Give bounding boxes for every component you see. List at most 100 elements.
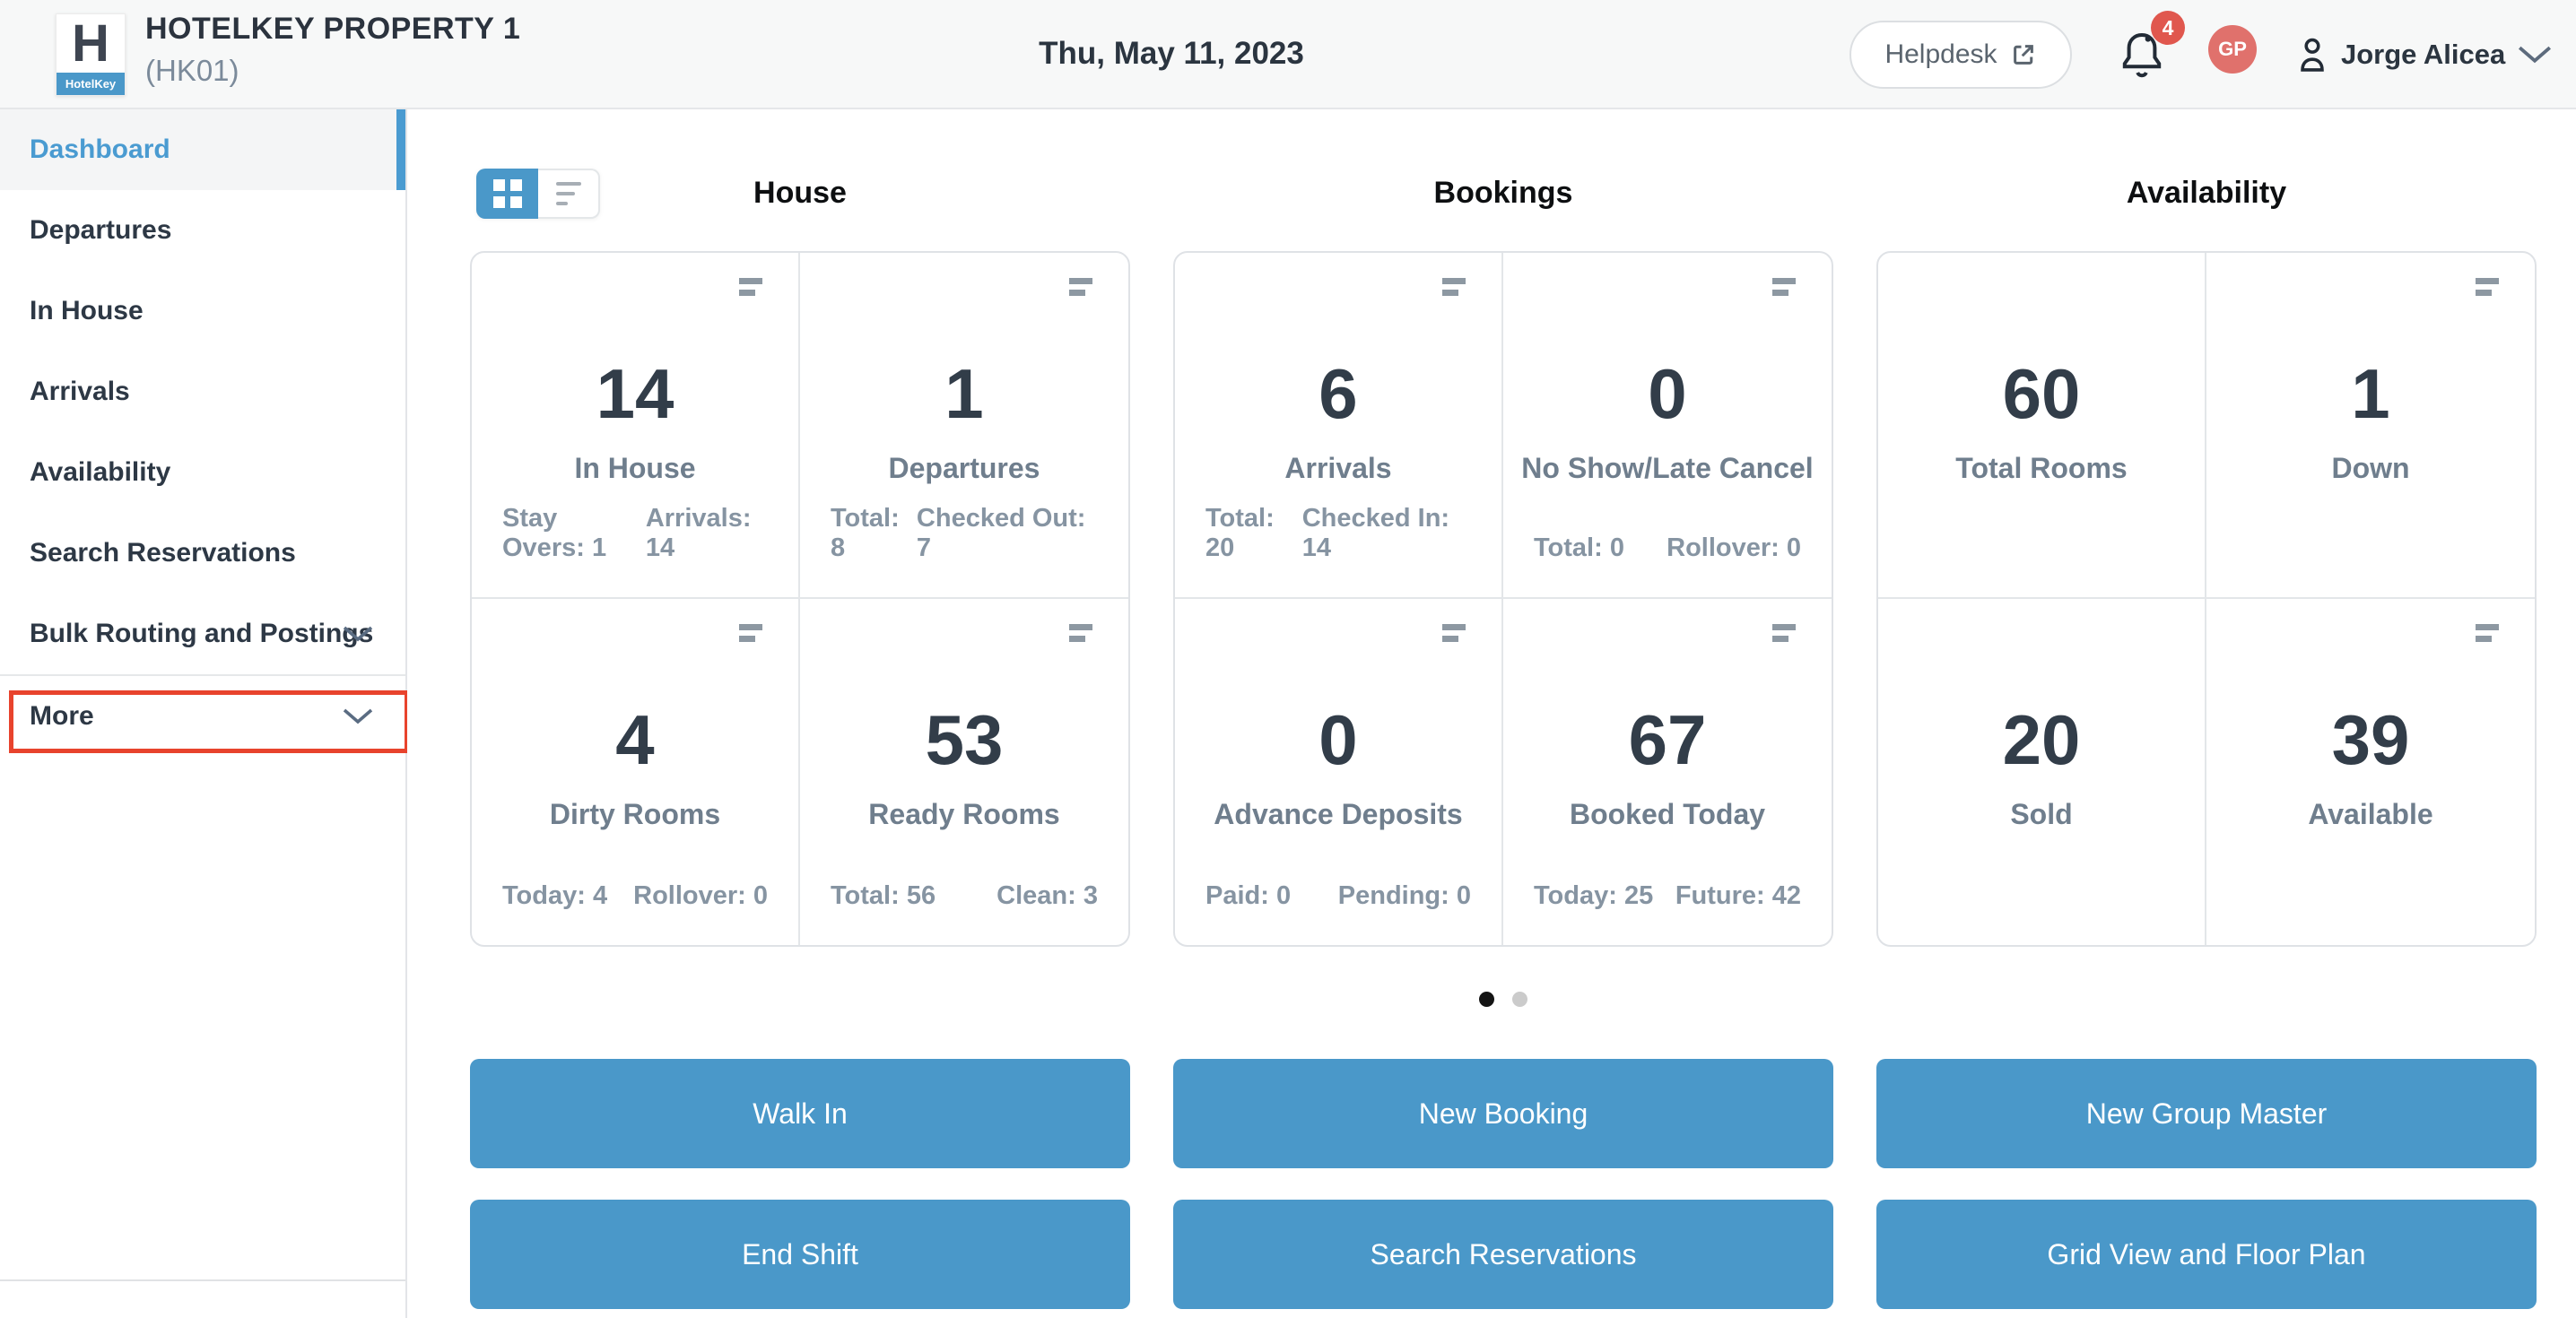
sidebar-item-label: Departures bbox=[30, 215, 172, 245]
card-sold[interactable]: 20 Sold bbox=[1878, 599, 2206, 945]
grid-icon bbox=[492, 179, 522, 208]
panel-availability: 60 Total Rooms 1 Down 20 Sold 39 Availab… bbox=[1876, 251, 2537, 947]
sidebar-item-label: More bbox=[30, 701, 94, 731]
card-menu-icon[interactable] bbox=[739, 278, 762, 296]
helpdesk-label: Helpdesk bbox=[1884, 39, 1997, 69]
card-menu-icon[interactable] bbox=[1069, 624, 1092, 642]
card-in-house[interactable]: 14 In House Stay Overs: 1 Arrivals: 14 bbox=[472, 253, 800, 599]
user-menu[interactable]: Jorge Alicea bbox=[2296, 0, 2552, 109]
new-booking-button[interactable]: New Booking bbox=[1173, 1059, 1833, 1168]
card-menu-icon[interactable] bbox=[1069, 278, 1092, 296]
pagination-dot-1[interactable] bbox=[1478, 992, 1494, 1007]
card-arrivals[interactable]: 6 Arrivals Total: 20 Checked In: 14 bbox=[1175, 253, 1503, 599]
logo-letter: H bbox=[72, 13, 109, 73]
sidebar-item-label: Availability bbox=[30, 457, 171, 487]
card-value: 1 bbox=[2351, 354, 2390, 433]
sidebar-item-label: Arrivals bbox=[30, 377, 130, 406]
card-advance-deposits[interactable]: 0 Advance Deposits Paid: 0 Pending: 0 bbox=[1175, 599, 1503, 945]
card-down[interactable]: 1 Down bbox=[2206, 253, 2535, 599]
card-value: 0 bbox=[1648, 354, 1687, 433]
card-dirty-rooms[interactable]: 4 Dirty Rooms Today: 4 Rollover: 0 bbox=[472, 599, 800, 945]
card-ready-rooms[interactable]: 53 Ready Rooms Total: 56 Clean: 3 bbox=[800, 599, 1128, 945]
chevron-down-icon bbox=[2518, 45, 2552, 65]
end-shift-button[interactable]: End Shift bbox=[470, 1200, 1130, 1309]
card-total-rooms[interactable]: 60 Total Rooms bbox=[1878, 253, 2206, 599]
card-menu-icon[interactable] bbox=[1772, 624, 1796, 642]
property-code: (HK01) bbox=[145, 54, 239, 87]
card-label: Down bbox=[2331, 452, 2410, 484]
card-label: Total Rooms bbox=[1955, 452, 2128, 484]
avatar[interactable]: GP bbox=[2208, 25, 2257, 74]
sidebar-divider bbox=[0, 1279, 405, 1281]
chevron-down-icon bbox=[343, 625, 373, 643]
card-label: Dirty Rooms bbox=[549, 798, 721, 830]
property-name: HOTELKEY PROPERTY 1 bbox=[145, 12, 521, 46]
card-stat-right: Pending: 0 bbox=[1337, 881, 1471, 910]
list-view-button[interactable] bbox=[538, 169, 600, 219]
card-no-show-late-cancel[interactable]: 0 No Show/Late Cancel Total: 0 Rollover:… bbox=[1503, 253, 1832, 599]
property-title-block: HOTELKEY PROPERTY 1 (HK01) bbox=[145, 12, 520, 88]
sidebar-item-dashboard[interactable]: Dashboard bbox=[0, 109, 405, 190]
grid-view-floor-plan-button[interactable]: Grid View and Floor Plan bbox=[1876, 1200, 2537, 1309]
new-group-master-button[interactable]: New Group Master bbox=[1876, 1059, 2537, 1168]
helpdesk-button[interactable]: Helpdesk bbox=[1849, 21, 2072, 89]
sidebar-item-arrivals[interactable]: Arrivals bbox=[0, 351, 405, 432]
panel-bookings: 6 Arrivals Total: 20 Checked In: 14 0 No… bbox=[1173, 251, 1833, 947]
user-name: Jorge Alicea bbox=[2341, 39, 2506, 70]
sidebar-divider bbox=[0, 674, 405, 676]
search-reservations-button[interactable]: Search Reservations bbox=[1173, 1200, 1833, 1309]
sidebar-item-more[interactable]: More bbox=[0, 676, 409, 757]
notifications-button[interactable]: 4 bbox=[2119, 11, 2185, 84]
card-label: Departures bbox=[888, 452, 1040, 484]
card-stat-left: Total: 0 bbox=[1534, 533, 1624, 562]
notification-badge: 4 bbox=[2151, 11, 2185, 45]
top-header: H HotelKey HOTELKEY PROPERTY 1 (HK01) Th… bbox=[0, 0, 2576, 109]
card-value: 4 bbox=[615, 700, 655, 779]
card-value: 0 bbox=[1318, 700, 1358, 779]
card-stat-left: Total: 20 bbox=[1205, 504, 1275, 562]
list-icon bbox=[555, 182, 581, 205]
card-value: 6 bbox=[1318, 354, 1358, 433]
card-menu-icon[interactable] bbox=[739, 624, 762, 642]
panel-house: 14 In House Stay Overs: 1 Arrivals: 14 1… bbox=[470, 251, 1130, 947]
sidebar-item-in-house[interactable]: In House bbox=[0, 271, 405, 351]
card-label: Available bbox=[2308, 798, 2433, 830]
card-stat-left: Today: 25 bbox=[1534, 881, 1654, 910]
card-menu-icon[interactable] bbox=[1442, 624, 1466, 642]
card-stat-right: Checked In: 14 bbox=[1301, 504, 1450, 562]
card-departures[interactable]: 1 Departures Total: 8 Checked Out: 7 bbox=[800, 253, 1128, 599]
stat-panels: 14 In House Stay Overs: 1 Arrivals: 14 1… bbox=[470, 251, 2537, 947]
card-available[interactable]: 39 Available bbox=[2206, 599, 2535, 945]
dashboard-main: House Bookings Availability 14 In House … bbox=[407, 109, 2576, 1318]
card-value: 20 bbox=[2002, 700, 2081, 779]
sidebar-item-label: Search Reservations bbox=[30, 538, 296, 568]
hotelkey-logo: H HotelKey bbox=[56, 13, 126, 96]
card-menu-icon[interactable] bbox=[1442, 278, 1466, 296]
card-menu-icon[interactable] bbox=[2476, 278, 2499, 296]
card-label: Booked Today bbox=[1569, 798, 1766, 830]
logo-brand-label: HotelKey bbox=[57, 73, 125, 95]
walk-in-button[interactable]: Walk In bbox=[470, 1059, 1130, 1168]
card-menu-icon[interactable] bbox=[2476, 624, 2499, 642]
card-label: In House bbox=[574, 452, 696, 484]
card-stat-left: Stay Overs: 1 bbox=[502, 504, 607, 562]
card-booked-today[interactable]: 67 Booked Today Today: 25 Future: 42 bbox=[1503, 599, 1832, 945]
card-stat-left: Today: 4 bbox=[502, 881, 608, 910]
sidebar-item-availability[interactable]: Availability bbox=[0, 432, 405, 513]
carousel-pagination bbox=[470, 992, 2537, 1011]
card-stat-left: Paid: 0 bbox=[1205, 881, 1292, 910]
sidebar-item-bulk-routing[interactable]: Bulk Routing and Postings bbox=[0, 594, 405, 674]
sidebar-item-departures[interactable]: Departures bbox=[0, 190, 405, 271]
pagination-dot-2[interactable] bbox=[1512, 992, 1528, 1007]
view-toggle bbox=[476, 169, 600, 219]
card-stat-right: Arrivals: 14 bbox=[645, 504, 752, 562]
card-stat-right: Rollover: 0 bbox=[1667, 533, 1801, 562]
card-label: Arrivals bbox=[1284, 452, 1392, 484]
card-menu-icon[interactable] bbox=[1772, 278, 1796, 296]
grid-view-button[interactable] bbox=[476, 169, 538, 219]
card-stat-right: Checked Out: 7 bbox=[916, 504, 1086, 562]
card-label: Sold bbox=[2010, 798, 2073, 830]
card-value: 14 bbox=[596, 354, 674, 433]
sidebar-item-search-reservations[interactable]: Search Reservations bbox=[0, 513, 405, 594]
sidebar-item-label: In House bbox=[30, 296, 144, 325]
